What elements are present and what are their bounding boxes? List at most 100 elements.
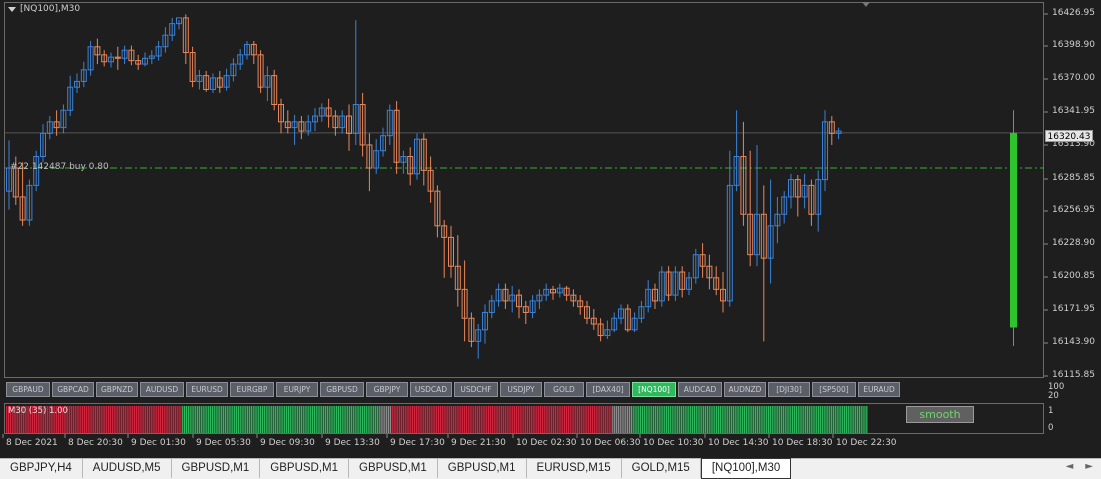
strength-bar — [632, 406, 634, 433]
tab-scroll-right-icon[interactable]: ► — [1085, 461, 1093, 472]
strength-bar — [654, 406, 657, 433]
strength-bar — [146, 406, 149, 433]
strength-bar — [630, 406, 633, 433]
strength-bar — [575, 406, 577, 433]
chart-tab[interactable]: GBPUSD,M1 — [437, 459, 527, 478]
chart-plot-area[interactable] — [4, 2, 1044, 378]
strength-bar — [423, 406, 425, 433]
candle-body — [563, 287, 570, 296]
symbol-button[interactable]: GBPNZD — [96, 382, 138, 397]
symbol-button[interactable]: [NQ100] — [632, 382, 676, 397]
chart-tab[interactable]: GOLD,M15 — [621, 459, 701, 478]
strength-bar — [693, 406, 696, 433]
candle-body — [210, 77, 216, 90]
strength-bar — [795, 406, 798, 433]
strength-bar — [254, 406, 256, 433]
symbol-button[interactable]: AUDUSD — [140, 382, 184, 397]
symbol-button[interactable]: GBPAUD — [6, 382, 50, 397]
symbol-button[interactable]: EURUSD — [186, 382, 228, 397]
symbol-button[interactable]: AUDCAD — [678, 382, 722, 397]
strength-bar — [754, 406, 757, 433]
strength-bar — [703, 406, 705, 433]
candle-body — [720, 288, 726, 302]
symbol-button[interactable]: [DAX40] — [586, 382, 630, 397]
symbol-button[interactable]: [DJI30] — [768, 382, 810, 397]
chart-tab[interactable]: GBPUSD,M1 — [349, 459, 438, 478]
strength-bar — [310, 406, 312, 433]
candle-body — [114, 56, 121, 59]
chevron-down-icon[interactable] — [8, 6, 16, 12]
strength-bar — [289, 406, 291, 433]
symbol-button[interactable]: EURGBP — [230, 382, 274, 397]
smooth-button[interactable]: smooth — [906, 406, 974, 423]
strength-bar — [85, 406, 88, 433]
candle-body — [407, 155, 414, 175]
strength-bar — [680, 406, 683, 433]
candle-body — [652, 288, 658, 302]
strength-bar — [669, 406, 671, 433]
strength-bar — [59, 406, 62, 433]
chart-tab[interactable]: [NQ100],M30 — [700, 458, 792, 479]
strength-bar — [63, 406, 65, 433]
symbol-button[interactable]: [SP500] — [812, 382, 856, 397]
strength-bar — [298, 406, 301, 433]
chart-tab[interactable]: AUDUSD,M5 — [82, 459, 172, 478]
candle-body — [584, 306, 590, 319]
candle-body — [80, 69, 87, 82]
strength-bar — [560, 406, 562, 433]
strength-bar — [641, 406, 644, 433]
strength-bar — [156, 406, 158, 433]
strength-bar — [845, 406, 848, 433]
symbol-button[interactable]: GBPJPY — [366, 382, 408, 397]
strength-bar — [551, 406, 553, 433]
strength-bar — [189, 406, 191, 433]
time-label: 10 Dec 10:30 — [643, 438, 704, 448]
strength-bar — [515, 406, 518, 433]
strength-bar — [391, 406, 393, 433]
strength-bar — [434, 406, 436, 433]
strength-bar — [758, 406, 760, 433]
strength-bar — [588, 406, 590, 433]
chart-tab[interactable]: GBPUSD,M1 — [260, 459, 350, 478]
strength-bar — [426, 406, 429, 433]
candle-body — [264, 75, 271, 88]
chart-window[interactable]: [NQ100],M30 #22 142487 buy 0.80 16426.95… — [0, 0, 1101, 458]
strength-bar — [517, 406, 519, 433]
strength-bar — [133, 406, 136, 433]
strength-bar — [743, 406, 746, 433]
strength-bar — [489, 406, 492, 433]
strength-bar — [812, 406, 814, 433]
chart-tab[interactable]: GBPJPY,H4 — [0, 459, 83, 478]
order-label[interactable]: #22 142487 buy 0.80 — [10, 162, 109, 172]
strength-bar — [31, 406, 34, 433]
strength-bar — [354, 406, 356, 433]
symbol-button[interactable]: GOLD — [544, 382, 584, 397]
strength-bar — [766, 406, 768, 433]
chart-tab[interactable]: GBPUSD,M1 — [171, 459, 261, 478]
strength-bar — [61, 406, 63, 433]
strength-bar — [476, 406, 479, 433]
symbol-button[interactable]: USDCAD — [410, 382, 452, 397]
strength-bar — [424, 406, 427, 433]
symbol-button[interactable]: EURJPY — [276, 382, 318, 397]
symbol-button[interactable]: GBPUSD — [320, 382, 364, 397]
chart-tab[interactable]: EURUSD,M15 — [526, 459, 622, 478]
candle-body — [774, 213, 781, 227]
tab-scroll-left-icon[interactable]: ◄ — [1065, 461, 1074, 472]
symbol-button[interactable]: EURAUD — [858, 382, 900, 397]
strength-bar — [24, 406, 26, 433]
price-tick-label: 16171.95 — [1052, 304, 1095, 314]
chart-title[interactable]: [NQ100],M30 — [8, 4, 80, 14]
symbol-button[interactable]: GBPCAD — [52, 382, 94, 397]
candle-body — [386, 109, 393, 137]
strength-bar — [628, 406, 631, 433]
symbol-button[interactable]: USDCHF — [454, 382, 498, 397]
strength-bar — [602, 406, 605, 433]
strength-bar — [760, 406, 762, 433]
symbol-button[interactable]: AUDNZD — [724, 382, 766, 397]
strength-bar — [380, 406, 382, 433]
strength-bar — [740, 406, 742, 433]
strength-bar — [280, 406, 282, 433]
symbol-button[interactable]: USDJPY — [500, 382, 542, 397]
price-chart-svg — [2, 13, 1048, 438]
